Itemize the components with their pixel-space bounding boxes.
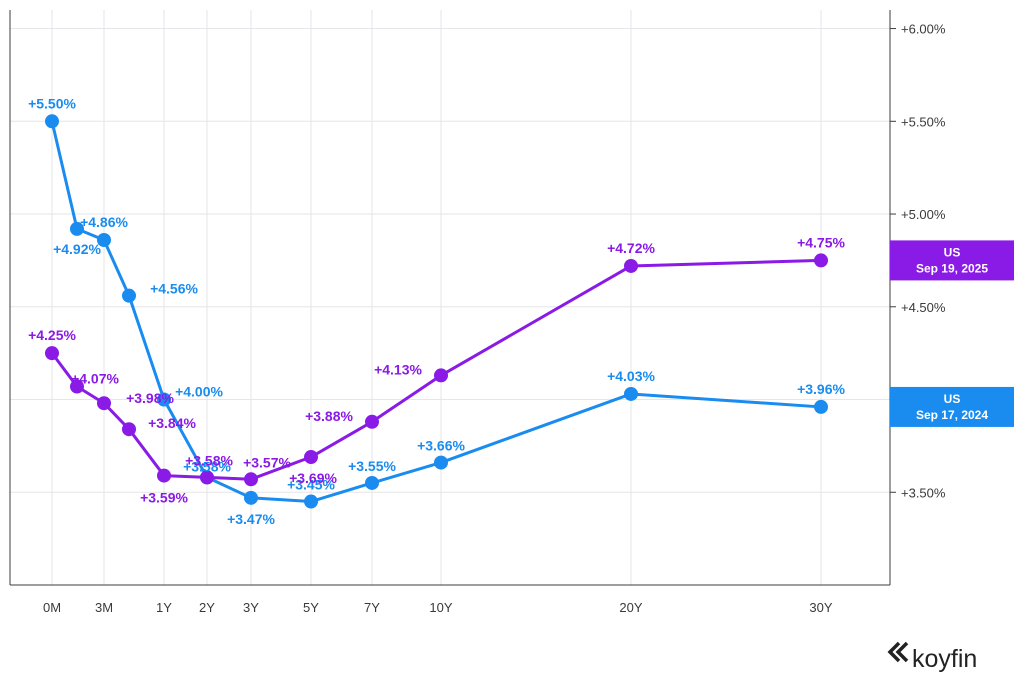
data-label: +3.47% [227, 511, 275, 527]
data-label: +4.13% [374, 361, 422, 377]
data-label: +4.86% [80, 214, 128, 230]
y-tick-label: +5.50% [901, 114, 946, 129]
data-point [97, 233, 111, 247]
data-label: +3.69% [289, 470, 337, 486]
series-tag-text: US [944, 245, 961, 259]
x-tick-label: 5Y [303, 600, 319, 615]
data-label: +3.84% [148, 415, 196, 431]
x-tick-label: 3M [95, 600, 113, 615]
data-point [814, 399, 828, 414]
x-tick-label: 30Y [809, 600, 832, 615]
y-tick-label: +6.00% [901, 22, 946, 37]
data-label: +4.72% [607, 240, 655, 256]
data-point [624, 258, 638, 273]
data-point [157, 392, 171, 407]
x-tick-label: 0M [43, 600, 61, 615]
series-tag-text: US [944, 392, 961, 406]
y-tick-label: +4.50% [901, 300, 946, 315]
data-point [365, 475, 379, 490]
data-point [244, 490, 258, 505]
data-point [814, 253, 828, 268]
series-layer [45, 114, 828, 509]
y-tick-label: +5.00% [901, 207, 946, 222]
data-label: +4.07% [71, 371, 119, 387]
data-point [304, 494, 318, 509]
series-tags-layer: US Sep 17, 2024 US Sep 19, 2025 [890, 240, 1014, 427]
data-point [434, 368, 448, 383]
x-tick-label: 2Y [199, 600, 215, 615]
y-tick-label: +3.50% [901, 485, 946, 500]
brand-logo: koyfin [887, 641, 977, 673]
x-tick-label: 1Y [156, 600, 172, 615]
series-tag-box [890, 386, 1014, 427]
series-tag: US Sep 17, 2024 [890, 386, 1014, 427]
data-label: +4.25% [28, 327, 76, 343]
data-label: +4.00% [175, 384, 223, 400]
data-label: +3.58% [185, 452, 233, 468]
brand-name: koyfin [912, 645, 977, 673]
data-labels-layer: +5.50% +4.92% +4.86% +4.56% +4.00% +3.58% +3.4… [28, 95, 845, 527]
data-label: +3.58% [183, 458, 231, 474]
x-tick-label: 7Y [364, 600, 380, 615]
data-label: +4.92% [53, 241, 101, 257]
data-point [97, 396, 111, 411]
data-label: +3.96% [797, 381, 845, 397]
axes-layer: 0M 3M 1Y 2Y 3Y 5Y 7Y 10Y 20Y 30Y +3.50% +4.00% +4.50… [9, 10, 946, 615]
grid-layer [10, 10, 890, 585]
data-point [157, 468, 171, 483]
data-label: +3.45% [287, 477, 335, 493]
data-point [45, 114, 59, 129]
data-label: +4.03% [607, 368, 655, 384]
data-label: +3.98% [126, 390, 174, 406]
data-point [70, 221, 84, 236]
data-point [45, 346, 59, 361]
series-tag-text: Sep 19, 2025 [916, 261, 988, 275]
data-point [122, 422, 136, 437]
data-point [70, 379, 84, 394]
data-point [304, 450, 318, 465]
data-point [200, 470, 214, 485]
data-point [434, 455, 448, 470]
series-tag-box [890, 240, 1014, 281]
data-label: +3.88% [305, 408, 353, 424]
data-point [122, 288, 136, 303]
data-point [244, 472, 258, 487]
x-tick-label: 10Y [429, 600, 452, 615]
koyfin-logo-icon [887, 641, 909, 663]
data-point [624, 386, 638, 401]
series-tag-text: Sep 17, 2024 [916, 408, 988, 422]
data-label: +4.75% [797, 234, 845, 250]
data-label: +5.50% [28, 95, 76, 111]
data-label: +3.57% [243, 454, 291, 470]
data-point [365, 414, 379, 429]
x-tick-label: 20Y [619, 600, 642, 615]
data-label: +3.55% [348, 458, 396, 474]
x-tick-label: 3Y [243, 600, 259, 615]
data-label: +3.59% [140, 490, 188, 506]
data-label: +3.66% [417, 438, 465, 454]
series-tag: US Sep 19, 2025 [890, 240, 1014, 281]
data-label: +4.56% [150, 281, 198, 297]
